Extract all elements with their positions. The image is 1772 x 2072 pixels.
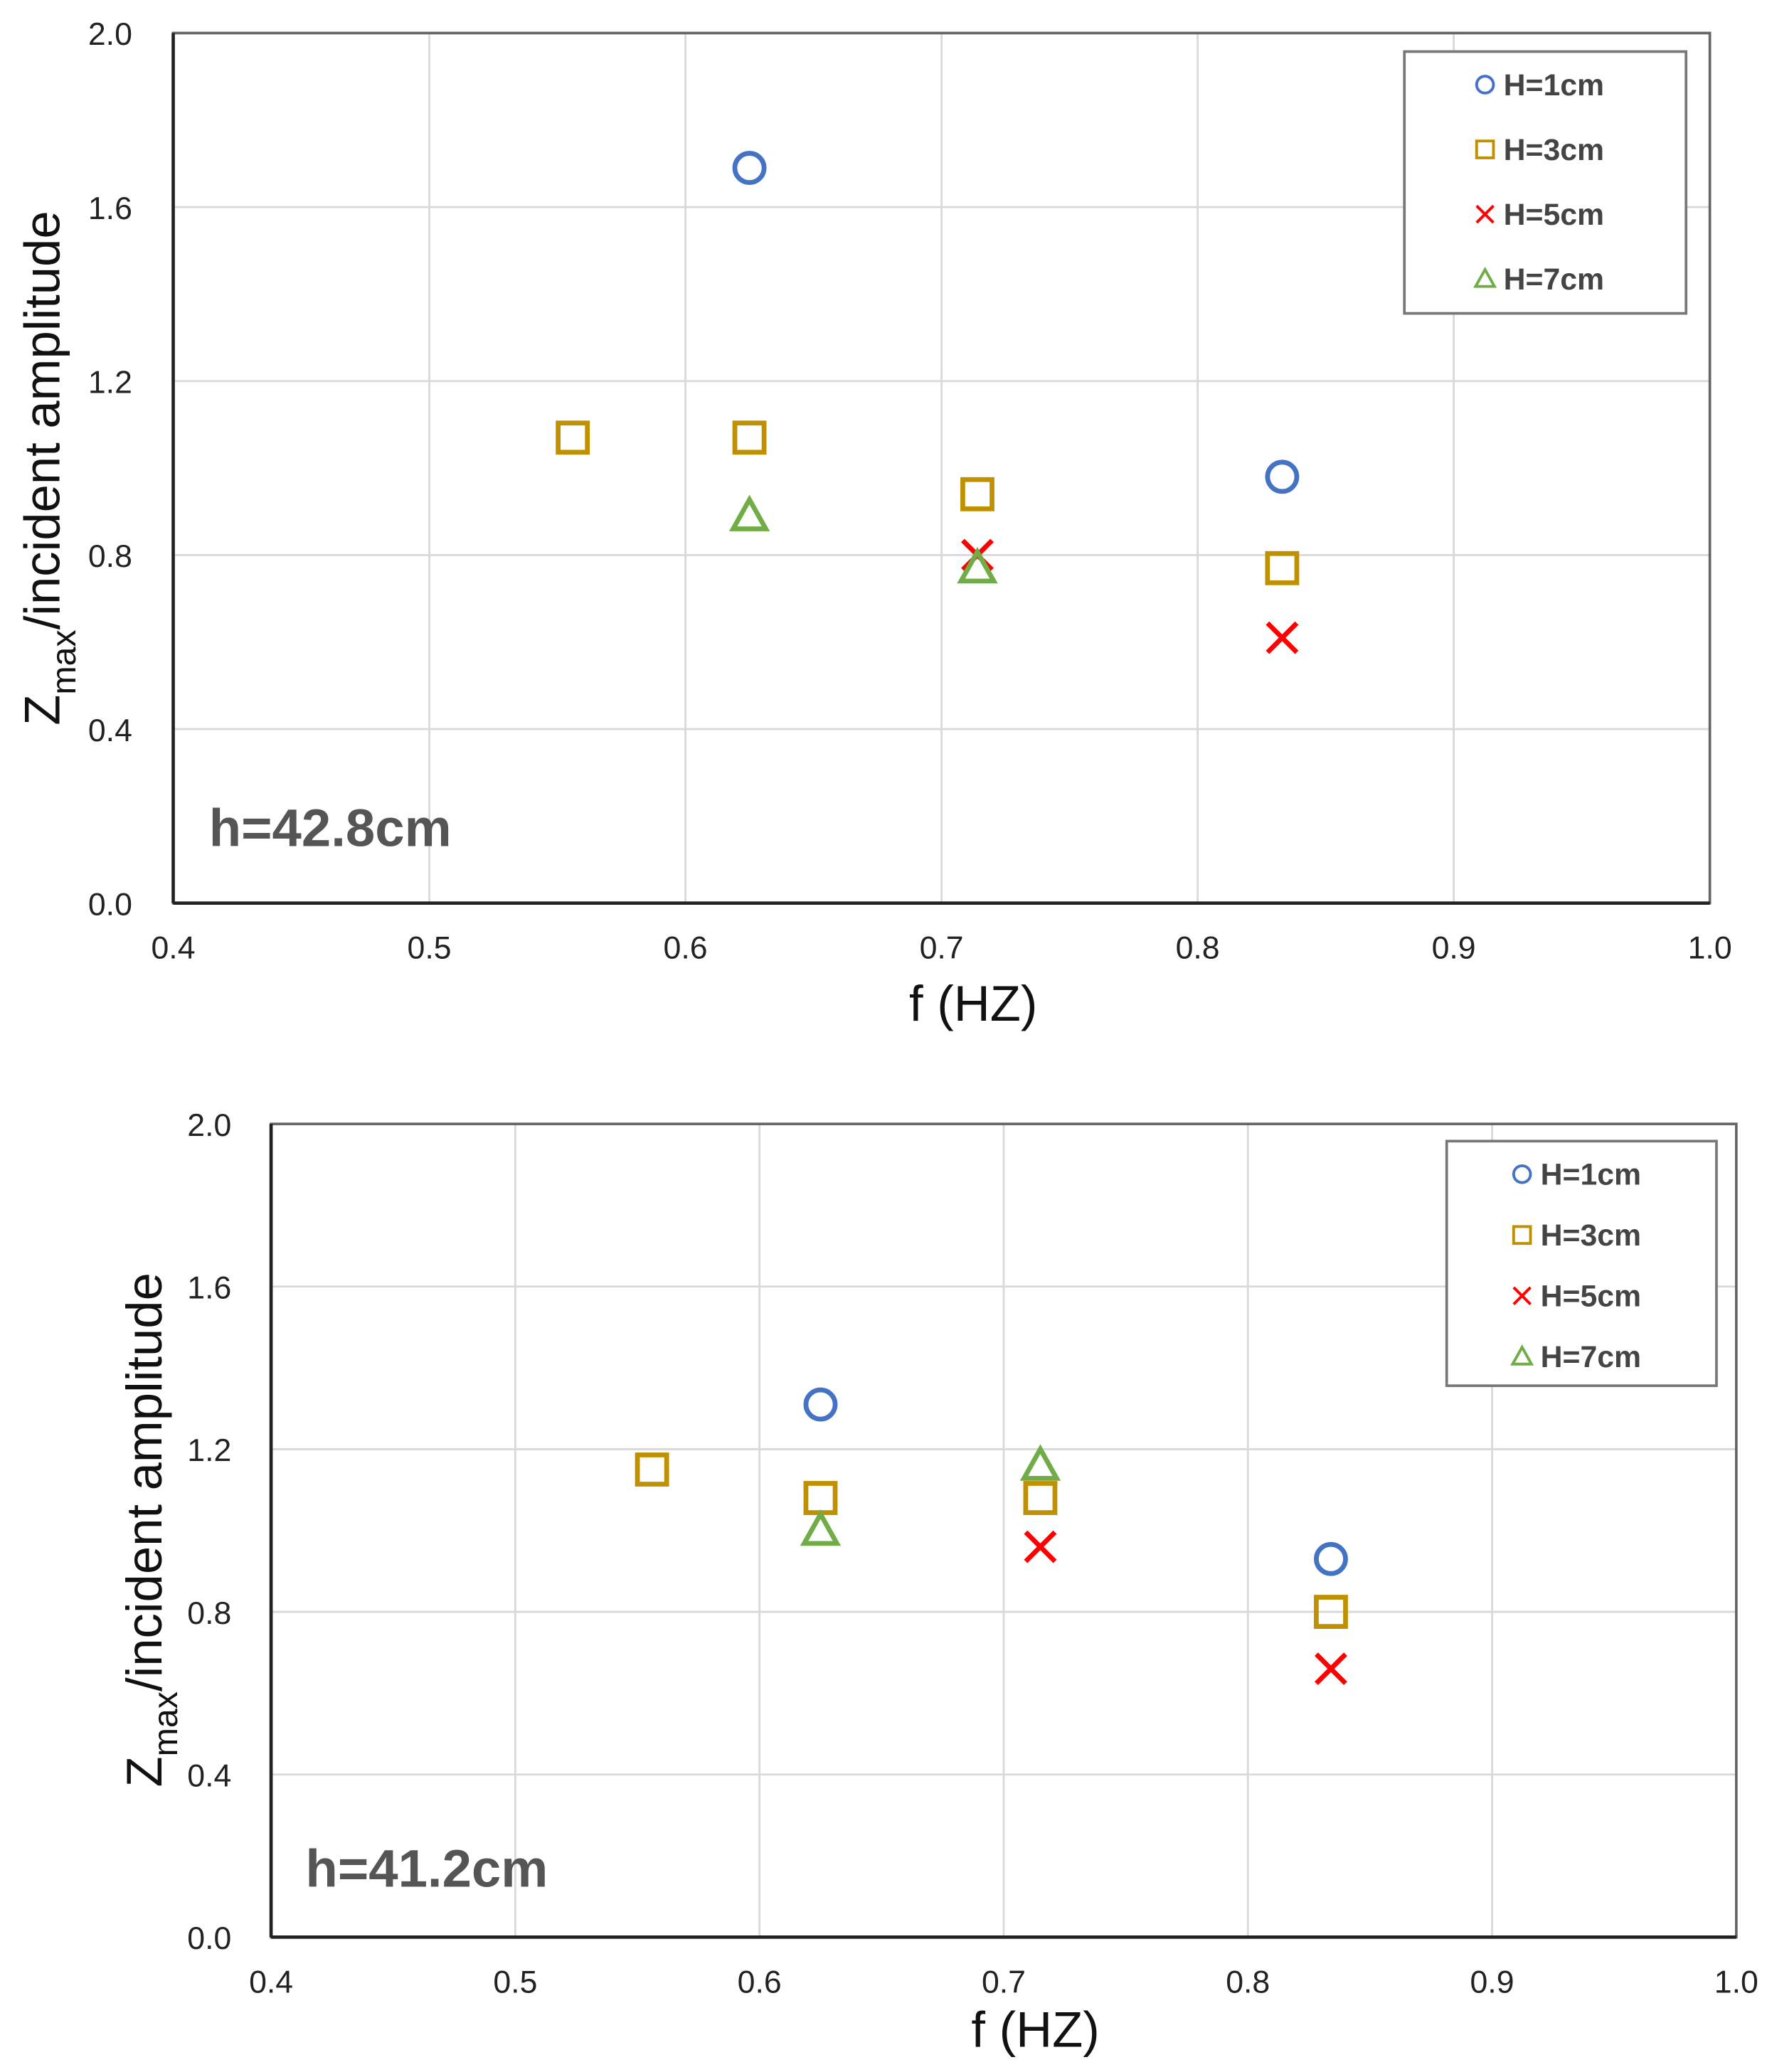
legend-marker: [1475, 139, 1495, 159]
legend: H=1cm H=3cm H=5cm H=7cm: [1403, 50, 1688, 315]
y-tick-label: 0.8: [88, 539, 132, 574]
legend-label: H=1cm: [1504, 68, 1604, 102]
legend-marker: [1475, 75, 1495, 95]
x-tick-label: 0.4: [249, 1965, 293, 1999]
chart-2: 0.4 0.5 0.6 0.7 0.8 0.9 1.0 0.0 0.4 0.8 1.2 1.6 2.0 f…: [116, 1108, 1758, 2058]
legend-marker: [1475, 204, 1495, 224]
depth-annotation: h=42.8cm: [209, 799, 452, 858]
legend-marker: [1512, 1164, 1532, 1184]
legend-label: H=3cm: [1541, 1218, 1641, 1253]
data-point-h-5cm: [1024, 1530, 1057, 1563]
y-tick-label: 0.0: [88, 887, 132, 922]
data-point-h-3cm: [732, 420, 767, 455]
data-point-h-1cm: [1314, 1541, 1348, 1576]
data-point-h-5cm: [1266, 621, 1299, 654]
x-tick-label: 1.0: [1688, 931, 1732, 966]
x-tick-label: 0.8: [1176, 931, 1220, 966]
x-tick-label: 0.7: [982, 1965, 1026, 1999]
y-label-sub: max: [147, 1691, 185, 1756]
data-point-h-3cm: [803, 1481, 838, 1515]
legend-label: H=3cm: [1504, 133, 1604, 167]
y-tick-label: 1.2: [187, 1433, 231, 1468]
y-tick-label: 1.2: [88, 365, 132, 400]
y-axis-label: Zmax/incident amplitude: [14, 211, 83, 725]
legend-label: H=7cm: [1504, 262, 1604, 297]
x-tick-label: 0.7: [920, 931, 964, 966]
y-tick-label: 0.4: [88, 713, 132, 748]
data-point-h-1cm: [732, 151, 767, 186]
legend-label: H=5cm: [1541, 1280, 1641, 1314]
legend-marker: [1512, 1225, 1532, 1245]
y-label-rest: /incident amplitude: [14, 211, 70, 629]
legend-box: [1445, 1139, 1718, 1388]
legend-marker: [1512, 1286, 1532, 1306]
x-tick-label: 0.4: [152, 931, 196, 966]
x-tick-label: 0.9: [1432, 931, 1476, 966]
y-tick-label: 2.0: [187, 1108, 231, 1143]
x-axis-label: f (HZ): [971, 2002, 1099, 2058]
y-tick-label: 2.0: [88, 17, 132, 52]
data-point-h-7cm: [800, 1509, 842, 1546]
data-point-h-3cm: [1265, 551, 1300, 585]
y-label-main: Z: [116, 1756, 172, 1787]
legend-marker: [1473, 267, 1497, 288]
x-tick-label: 1.0: [1714, 1965, 1758, 1999]
y-tick-label: 0.8: [187, 1596, 231, 1631]
data-point-h-7cm: [728, 494, 770, 531]
legend-label: H=5cm: [1504, 198, 1604, 232]
x-tick-label: 0.9: [1470, 1965, 1514, 1999]
legend-box: [1403, 50, 1688, 315]
y-label-main: Z: [14, 695, 70, 726]
y-tick-label: 1.6: [187, 1271, 231, 1306]
x-tick-label: 0.6: [738, 1965, 782, 1999]
y-label-sub: max: [45, 629, 83, 694]
legend-label: H=1cm: [1541, 1158, 1641, 1192]
legend-marker: [1510, 1344, 1534, 1366]
y-tick-label: 0.4: [187, 1758, 231, 1793]
data-point-h-7cm: [1019, 1444, 1061, 1481]
x-tick-label: 0.6: [664, 931, 708, 966]
legend-label: H=7cm: [1541, 1340, 1641, 1374]
y-axis-label: Zmax/incident amplitude: [116, 1273, 185, 1787]
data-point-h-1cm: [803, 1387, 838, 1422]
data-point-h-3cm: [960, 477, 994, 511]
data-point-h-3cm: [635, 1452, 669, 1487]
y-tick-label: 1.6: [88, 191, 132, 226]
x-tick-label: 0.8: [1226, 1965, 1270, 1999]
data-point-h-3cm: [556, 420, 590, 455]
data-point-h-5cm: [1315, 1652, 1347, 1686]
y-tick-label: 0.0: [187, 1921, 231, 1956]
data-point-h-3cm: [1023, 1481, 1058, 1515]
x-axis-label: f (HZ): [909, 975, 1037, 1031]
x-tick-label: 0.5: [408, 931, 452, 966]
data-point-h-7cm: [957, 546, 998, 584]
x-tick-label: 0.5: [493, 1965, 537, 1999]
legend: H=1cm H=3cm H=5cm H=7cm: [1445, 1139, 1718, 1388]
chart-1: 0.4 0.5 0.6 0.7 0.8 0.9 1.0 0.0 0.4 0.8 1.2 1.6 2.0 f…: [14, 17, 1732, 1031]
data-point-h-1cm: [1265, 459, 1300, 494]
data-point-h-3cm: [1314, 1595, 1348, 1629]
depth-annotation: h=41.2cm: [305, 1839, 548, 1898]
y-label-rest: /incident amplitude: [116, 1273, 172, 1691]
